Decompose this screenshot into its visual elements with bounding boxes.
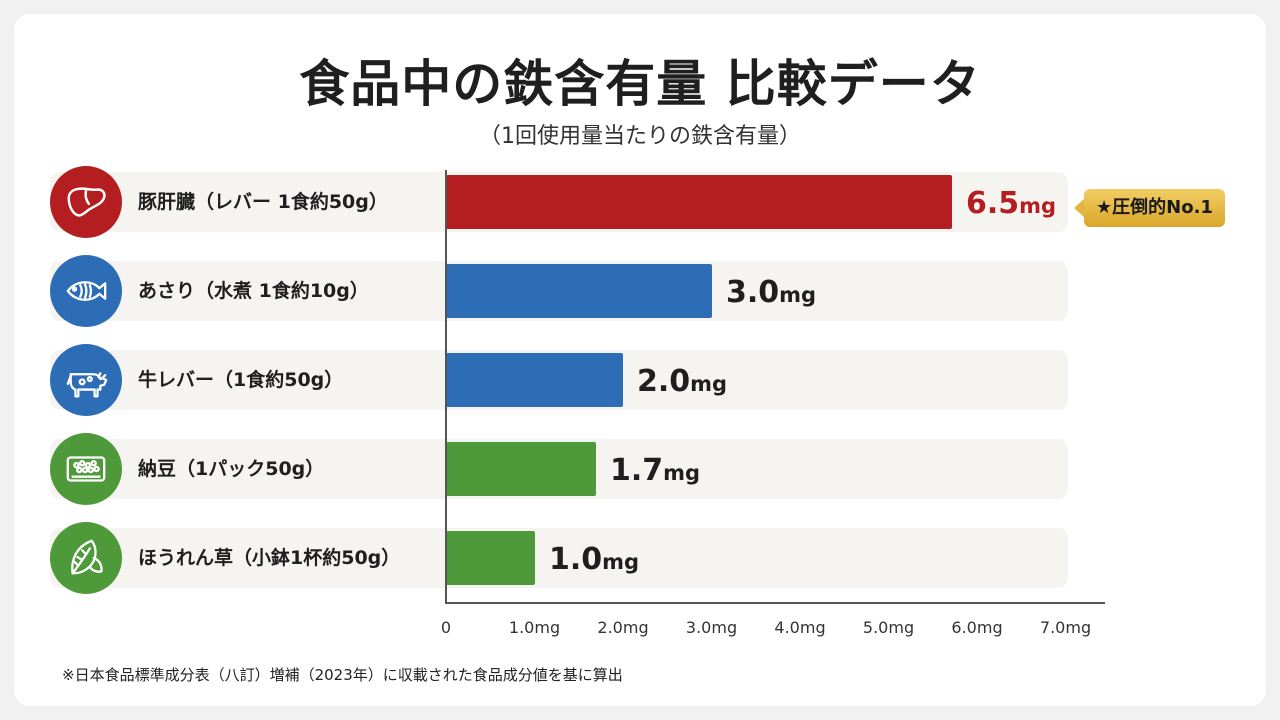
- category-label: 納豆（1パック50g）: [138, 458, 325, 480]
- top-rank-badge: ★圧倒的No.1: [1074, 189, 1225, 227]
- category-label: 牛レバー（1食約50g）: [138, 369, 344, 391]
- data-label-unit: mg: [602, 550, 640, 574]
- category-label: あさり（水煮 1食約10g）: [138, 280, 369, 302]
- x-tick-label: 5.0mg: [862, 618, 915, 637]
- x-tick-label: 4.0mg: [774, 618, 826, 637]
- y-axis-line: [445, 170, 447, 604]
- natto-icon: [50, 433, 122, 505]
- row-background: [50, 528, 1068, 588]
- data-label: 6.5mg: [966, 184, 1056, 228]
- data-label: 1.7mg: [610, 451, 700, 495]
- data-label-unit: mg: [1019, 194, 1057, 218]
- data-label: 2.0mg: [637, 362, 727, 406]
- bar: [446, 442, 596, 496]
- chart-title: 食品中の鉄含有量 比較データ: [299, 55, 981, 113]
- cow-icon: [50, 344, 122, 416]
- data-label-unit: mg: [663, 461, 701, 485]
- chart-subtitle: （1回使用量当たりの鉄含有量）: [479, 124, 801, 149]
- x-tick-label: 0: [440, 618, 452, 637]
- liver-icon: [50, 166, 122, 238]
- x-tick-label: 6.0mg: [951, 618, 1003, 637]
- bar: [446, 353, 623, 407]
- data-label: 1.0mg: [549, 540, 639, 584]
- spinach-icon: [50, 522, 122, 594]
- category-label: 豚肝臓（レバー 1食約50g）: [138, 191, 388, 213]
- x-axis-line: [445, 602, 1105, 604]
- data-label-value: 3.0: [726, 275, 780, 310]
- x-tick-label: 3.0mg: [685, 618, 738, 637]
- bar: [446, 531, 535, 585]
- fish-icon: [50, 255, 122, 327]
- data-label-unit: mg: [690, 372, 728, 396]
- data-label-value: 6.5: [966, 186, 1020, 221]
- category-label: ほうれん草（小鉢1杯約50g）: [138, 547, 401, 569]
- data-label-value: 1.0: [549, 542, 603, 577]
- bar: [446, 175, 952, 229]
- data-label-value: 1.7: [610, 453, 664, 488]
- x-tick-label: 2.0mg: [597, 618, 649, 637]
- x-tick-label: 7.0mg: [1039, 618, 1092, 637]
- data-label-value: 2.0: [637, 364, 691, 399]
- x-tick-label: 1.0mg: [508, 618, 561, 637]
- bar: [446, 264, 712, 318]
- data-label-unit: mg: [779, 283, 817, 307]
- source-footnote: ※日本食品標準成分表（八訂）増補（2023年）に収載された食品成分値を基に算出: [62, 666, 623, 684]
- data-label: 3.0mg: [726, 273, 816, 317]
